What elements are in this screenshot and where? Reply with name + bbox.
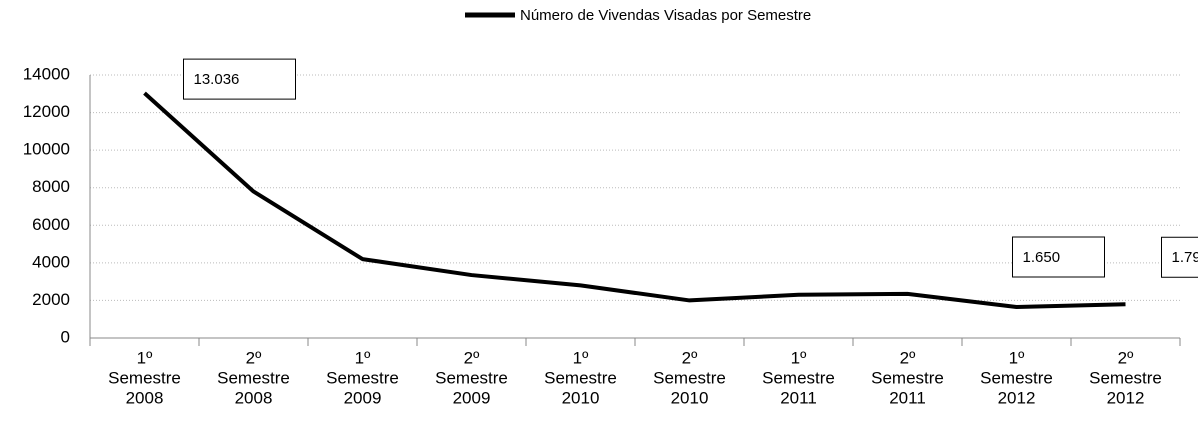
x-tick-label: Semestre xyxy=(326,368,399,387)
x-tick-label: 2011 xyxy=(889,388,926,407)
data-label: 1.796 xyxy=(1172,249,1198,266)
data-label-box xyxy=(1161,236,1198,278)
x-tick-label: 1º xyxy=(1009,348,1025,367)
x-tick-label: Semestre xyxy=(980,368,1053,387)
legend-label: Número de Vivendas Visadas por Semestre xyxy=(520,7,811,24)
data-label-box xyxy=(183,58,296,100)
x-tick-label: 2º xyxy=(682,348,698,367)
x-tick-label: Semestre xyxy=(108,368,181,387)
y-tick-label: 0 xyxy=(61,327,70,346)
x-tick-label: 2008 xyxy=(126,388,164,407)
x-tick-label: 2º xyxy=(246,348,262,367)
x-tick-label: Semestre xyxy=(544,368,617,387)
x-tick-label: 1º xyxy=(137,348,153,367)
x-tick-label: Semestre xyxy=(762,368,835,387)
x-tick-label: 2010 xyxy=(671,388,709,407)
y-tick-label: 14000 xyxy=(23,64,70,83)
y-tick-label: 12000 xyxy=(23,102,70,121)
x-tick-label: 2010 xyxy=(562,388,600,407)
y-tick-label: 2000 xyxy=(32,290,70,309)
x-tick-label: 2012 xyxy=(1107,388,1145,407)
x-tick-label: Semestre xyxy=(1089,368,1162,387)
x-tick-label: Semestre xyxy=(217,368,290,387)
x-tick-label: 2012 xyxy=(998,388,1036,407)
x-tick-label: 1º xyxy=(573,348,589,367)
data-label: 1.650 xyxy=(1023,249,1061,266)
x-tick-label: 2009 xyxy=(453,388,491,407)
x-tick-label: Semestre xyxy=(871,368,944,387)
y-tick-label: 4000 xyxy=(32,252,70,271)
x-tick-label: 1º xyxy=(791,348,807,367)
x-tick-label: 2011 xyxy=(780,388,817,407)
y-tick-label: 10000 xyxy=(23,140,70,159)
data-label-box xyxy=(1012,236,1105,278)
x-tick-label: Semestre xyxy=(653,368,726,387)
y-tick-label: 6000 xyxy=(32,215,70,234)
data-label: 13.036 xyxy=(194,71,240,88)
y-tick-label: 8000 xyxy=(32,177,70,196)
x-tick-label: Semestre xyxy=(435,368,508,387)
x-tick-label: 2º xyxy=(1118,348,1134,367)
x-tick-label: 1º xyxy=(355,348,371,367)
x-tick-label: 2º xyxy=(464,348,480,367)
x-tick-label: 2009 xyxy=(344,388,382,407)
x-tick-label: 2008 xyxy=(235,388,273,407)
x-tick-label: 2º xyxy=(900,348,916,367)
line xyxy=(143,91,1126,310)
